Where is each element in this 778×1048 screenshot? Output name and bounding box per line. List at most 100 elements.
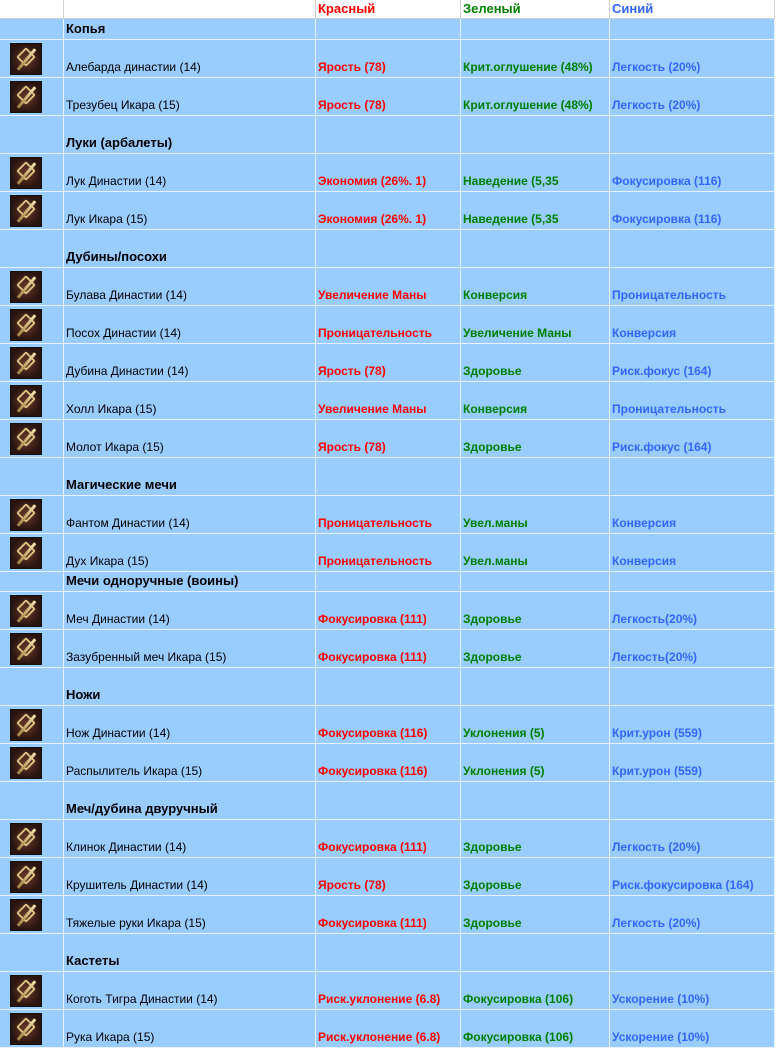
cell [0, 934, 64, 972]
weapon-icon [10, 595, 42, 627]
cell [461, 458, 610, 496]
cell [461, 668, 610, 706]
cell [610, 116, 775, 154]
group-title: Магические мечи [64, 458, 316, 496]
weapon-icon [10, 709, 42, 741]
attribute: Увеличение Маны [461, 306, 610, 344]
item-name: Булава Династии (14) [64, 268, 316, 306]
weapon-icon [10, 81, 42, 113]
attribute: Крит.урон (559) [610, 706, 775, 744]
cell [461, 116, 610, 154]
attribute: Ускорение (10%) [610, 1010, 775, 1048]
weapon-icon [10, 195, 42, 227]
cell [0, 782, 64, 820]
cell [0, 116, 64, 154]
weapon-icon [10, 423, 42, 455]
item-name: Трезубец Икара (15) [64, 78, 316, 116]
column-header: Синий [610, 0, 775, 19]
attribute: Здоровье [461, 344, 610, 382]
attribute: Легкость (20%) [610, 896, 775, 934]
cell [461, 782, 610, 820]
item-name: Коготь Тигра Династии (14) [64, 972, 316, 1010]
group-title: Кастеты [64, 934, 316, 972]
cell [316, 572, 461, 592]
attribute: Здоровье [461, 896, 610, 934]
attribute: Здоровье [461, 420, 610, 458]
attribute: Легкость (20%) [610, 40, 775, 78]
item-name: Тяжелые руки Икара (15) [64, 896, 316, 934]
column-header: Зеленый [461, 0, 610, 19]
attribute: Фокусировка (106) [461, 972, 610, 1010]
attribute: Здоровье [461, 858, 610, 896]
item-name: Распылитель Икара (15) [64, 744, 316, 782]
cell [316, 19, 461, 40]
weapon-icon [10, 975, 42, 1007]
attribute: Конверсия [610, 306, 775, 344]
cell [461, 19, 610, 40]
item-name: Крушитель Династии (14) [64, 858, 316, 896]
attribute: Легкость (20%) [610, 820, 775, 858]
weapon-icon [10, 823, 42, 855]
weapon-icon [10, 499, 42, 531]
cell [0, 668, 64, 706]
cell [461, 572, 610, 592]
attribute: Уклонения (5) [461, 706, 610, 744]
attribute: Ярость (78) [316, 420, 461, 458]
attribute: Фокусировка (116) [316, 744, 461, 782]
attribute: Фокусировка (106) [461, 1010, 610, 1048]
weapon-icon [10, 347, 42, 379]
attribute: Легкость(20%) [610, 630, 775, 668]
header-cell [0, 0, 64, 19]
attribute: Ускорение (10%) [610, 972, 775, 1010]
weapon-icon [10, 157, 42, 189]
attribute: Фокусировка (111) [316, 820, 461, 858]
group-title: Мечи одноручные (воины) [64, 572, 316, 592]
attribute: Крит.урон (559) [610, 744, 775, 782]
attribute: Увел.маны [461, 496, 610, 534]
attribute: Конверсия [461, 268, 610, 306]
weapon-icon [10, 43, 42, 75]
attribute: Увеличение Маны [316, 268, 461, 306]
header-cell [64, 0, 316, 19]
cell [316, 230, 461, 268]
attribute: Проницательность [610, 382, 775, 420]
attribute: Наведение (5,35 [461, 154, 610, 192]
attribute: Наведение (5,35 [461, 192, 610, 230]
attribute: Фокусировка (116) [610, 192, 775, 230]
item-name: Фантом Династии (14) [64, 496, 316, 534]
attribute: Проницательность [316, 534, 461, 572]
attribute: Фокусировка (111) [316, 896, 461, 934]
column-header: Красный [316, 0, 461, 19]
attribute: Легкость(20%) [610, 592, 775, 630]
attribute: Фокусировка (111) [316, 592, 461, 630]
weapon-icon [10, 633, 42, 665]
weapon-icon [10, 271, 42, 303]
item-name: Нож Династии (14) [64, 706, 316, 744]
attribute: Легкость (20%) [610, 78, 775, 116]
group-title: Меч/дубина двуручный [64, 782, 316, 820]
item-name: Рука Икара (15) [64, 1010, 316, 1048]
cell [316, 116, 461, 154]
cell [0, 572, 64, 592]
cell [461, 230, 610, 268]
group-title: Луки (арбалеты) [64, 116, 316, 154]
item-name: Меч Династии (14) [64, 592, 316, 630]
attribute: Фокусировка (116) [316, 706, 461, 744]
attribute: Конверсия [610, 496, 775, 534]
attribute: Риск.уклонение (6.8) [316, 1010, 461, 1048]
group-title: Копья [64, 19, 316, 40]
weapon-icon [10, 1013, 42, 1045]
cell [316, 458, 461, 496]
cell [610, 458, 775, 496]
cell [610, 572, 775, 592]
attribute: Конверсия [461, 382, 610, 420]
attribute: Экономия (26%. 1) [316, 154, 461, 192]
attribute: Риск.фокус (164) [610, 344, 775, 382]
attribute: Ярость (78) [316, 78, 461, 116]
item-name: Лук Икара (15) [64, 192, 316, 230]
group-title: Ножи [64, 668, 316, 706]
attribute: Уклонения (5) [461, 744, 610, 782]
cell [610, 782, 775, 820]
cell [610, 934, 775, 972]
weapon-icon [10, 747, 42, 779]
